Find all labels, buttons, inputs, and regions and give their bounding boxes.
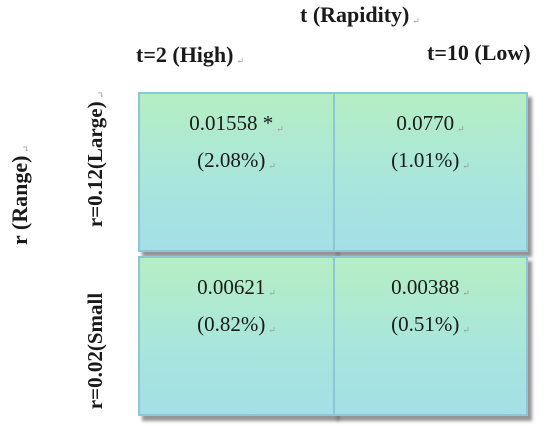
cell-value: 0.0770 ↵ — [396, 111, 465, 135]
row-header-large: r=0.12(Large)↵ — [83, 90, 107, 228]
cell-percent: (2.08%) ↵ — [197, 148, 276, 172]
matrix-cell-small-high: 0.00621 ↵ (0.82%) ↵ — [138, 256, 335, 416]
row-header-small: r=0.02(Small — [83, 292, 107, 410]
cell-value: 0.00621 ↵ — [197, 275, 276, 299]
cell-value: 0.00388 ↵ — [391, 275, 470, 299]
cell-percent: (0.51%) ↵ — [391, 312, 470, 336]
matrix-cell-large-high: 0.01558 * ↵ (2.08%) ↵ — [138, 92, 335, 252]
cell-value: 0.01558 * ↵ — [189, 111, 284, 135]
matrix-cell-large-low: 0.0770 ↵ (1.01%) ↵ — [333, 92, 528, 252]
column-header-low: t=10 (Low) — [427, 40, 531, 65]
cell-percent: (1.01%) ↵ — [391, 148, 470, 172]
column-header-high: t=2 (High) ↵ — [136, 42, 245, 67]
matrix-cell-small-low: 0.00388 ↵ (0.51%) ↵ — [333, 256, 528, 416]
row-axis-title: r (Range)↵ — [7, 145, 32, 245]
cell-percent: (0.82%) ↵ — [197, 312, 276, 336]
column-axis-title: t (Rapidity) ↵ — [300, 2, 420, 27]
